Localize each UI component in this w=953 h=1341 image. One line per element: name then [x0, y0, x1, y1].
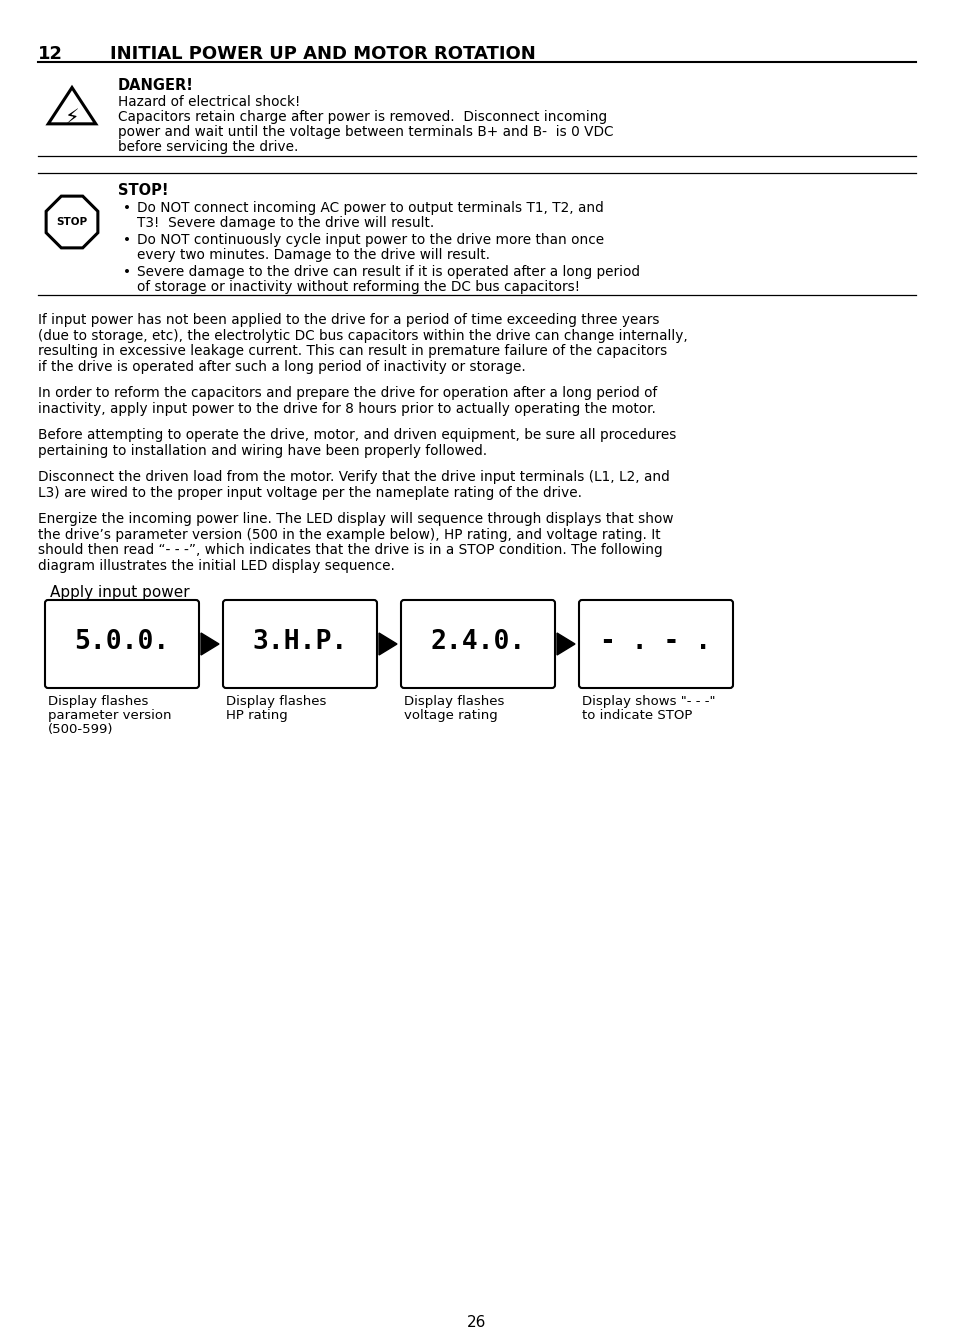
Text: If input power has not been applied to the drive for a period of time exceeding : If input power has not been applied to t…: [38, 312, 659, 327]
Text: ⚡: ⚡: [65, 109, 79, 127]
Text: parameter version: parameter version: [48, 709, 172, 721]
Text: Display shows "- - -": Display shows "- - -": [581, 695, 715, 708]
Text: HP rating: HP rating: [226, 709, 288, 721]
Text: Before attempting to operate the drive, motor, and driven equipment, be sure all: Before attempting to operate the drive, …: [38, 428, 676, 443]
Text: 5.0.0.: 5.0.0.: [74, 629, 170, 654]
Polygon shape: [378, 633, 396, 654]
Text: power and wait until the voltage between terminals B+ and B-  is 0 VDC: power and wait until the voltage between…: [118, 125, 613, 139]
Text: Disconnect the driven load from the motor. Verify that the drive input terminals: Disconnect the driven load from the moto…: [38, 469, 669, 484]
Text: Display flashes: Display flashes: [403, 695, 504, 708]
Text: STOP!: STOP!: [118, 182, 169, 198]
Text: •: •: [123, 233, 131, 247]
Text: 12: 12: [38, 46, 63, 63]
Text: L3) are wired to the proper input voltage per the nameplate rating of the drive.: L3) are wired to the proper input voltag…: [38, 485, 581, 499]
Text: (due to storage, etc), the electrolytic DC bus capacitors within the drive can c: (due to storage, etc), the electrolytic …: [38, 329, 687, 342]
Text: Capacitors retain charge after power is removed.  Disconnect incoming: Capacitors retain charge after power is …: [118, 110, 606, 123]
Text: - . - .: - . - .: [599, 629, 711, 654]
Text: every two minutes. Damage to the drive will result.: every two minutes. Damage to the drive w…: [137, 248, 490, 261]
Text: Energize the incoming power line. The LED display will sequence through displays: Energize the incoming power line. The LE…: [38, 512, 673, 526]
Text: to indicate STOP: to indicate STOP: [581, 709, 692, 721]
Text: pertaining to installation and wiring have been properly followed.: pertaining to installation and wiring ha…: [38, 444, 487, 457]
Text: inactivity, apply input power to the drive for 8 hours prior to actually operati: inactivity, apply input power to the dri…: [38, 401, 656, 416]
Text: •: •: [123, 266, 131, 279]
Text: Severe damage to the drive can result if it is operated after a long period: Severe damage to the drive can result if…: [137, 266, 639, 279]
Text: Apply input power: Apply input power: [50, 585, 190, 599]
FancyBboxPatch shape: [400, 599, 555, 688]
Text: (500-599): (500-599): [48, 723, 113, 736]
Text: if the drive is operated after such a long period of inactivity or storage.: if the drive is operated after such a lo…: [38, 359, 525, 374]
Text: INITIAL POWER UP AND MOTOR ROTATION: INITIAL POWER UP AND MOTOR ROTATION: [110, 46, 536, 63]
Text: diagram illustrates the initial LED display sequence.: diagram illustrates the initial LED disp…: [38, 558, 395, 573]
Text: •: •: [123, 201, 131, 215]
FancyBboxPatch shape: [45, 599, 199, 688]
Text: Display flashes: Display flashes: [48, 695, 149, 708]
Text: DANGER!: DANGER!: [118, 78, 193, 93]
Polygon shape: [557, 633, 575, 654]
Text: Display flashes: Display flashes: [226, 695, 326, 708]
Text: should then read “- - -”, which indicates that the drive is in a STOP condition.: should then read “- - -”, which indicate…: [38, 543, 662, 557]
Text: 2.4.0.: 2.4.0.: [430, 629, 525, 654]
Text: 3.H.P.: 3.H.P.: [253, 629, 347, 654]
Text: voltage rating: voltage rating: [403, 709, 497, 721]
Text: before servicing the drive.: before servicing the drive.: [118, 139, 298, 154]
Text: the drive’s parameter version (500 in the example below), HP rating, and voltage: the drive’s parameter version (500 in th…: [38, 527, 659, 542]
FancyBboxPatch shape: [578, 599, 732, 688]
Text: T3!  Severe damage to the drive will result.: T3! Severe damage to the drive will resu…: [137, 216, 434, 231]
FancyBboxPatch shape: [223, 599, 376, 688]
Text: Do NOT connect incoming AC power to output terminals T1, T2, and: Do NOT connect incoming AC power to outp…: [137, 201, 603, 215]
Text: resulting in excessive leakage current. This can result in premature failure of : resulting in excessive leakage current. …: [38, 345, 666, 358]
Text: In order to reform the capacitors and prepare the drive for operation after a lo: In order to reform the capacitors and pr…: [38, 386, 657, 400]
Text: STOP: STOP: [56, 217, 88, 227]
Polygon shape: [201, 633, 219, 654]
Text: Hazard of electrical shock!: Hazard of electrical shock!: [118, 95, 300, 109]
Text: 26: 26: [467, 1316, 486, 1330]
Text: Do NOT continuously cycle input power to the drive more than once: Do NOT continuously cycle input power to…: [137, 233, 603, 247]
Text: of storage or inactivity without reforming the DC bus capacitors!: of storage or inactivity without reformi…: [137, 280, 579, 294]
